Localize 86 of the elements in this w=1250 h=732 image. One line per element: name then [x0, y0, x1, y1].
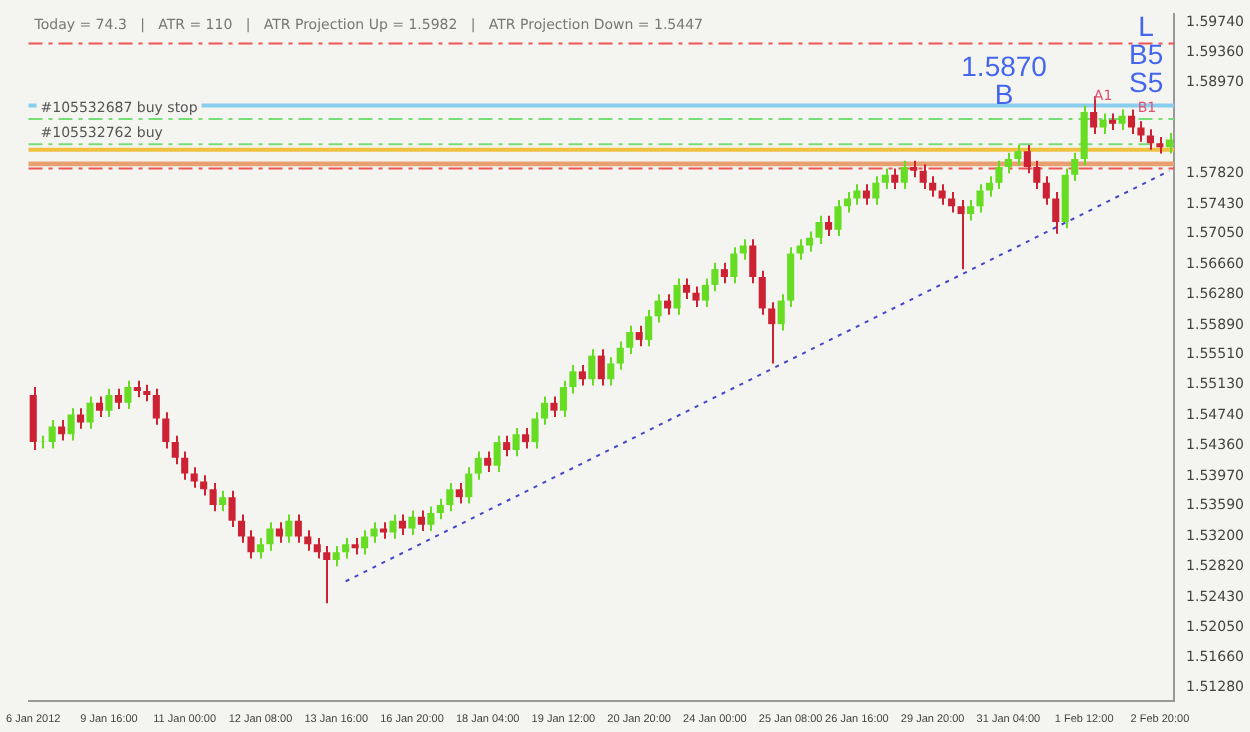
candlestick: [635, 324, 643, 348]
candlestick: [682, 277, 691, 301]
candlestick: [1042, 175, 1050, 206]
candlestick: [332, 544, 340, 568]
annotation: L: [1138, 10, 1155, 43]
candlestick: [427, 505, 435, 532]
candlestick: [1146, 128, 1154, 151]
candlestick: [361, 529, 369, 556]
candlestick: [323, 544, 331, 605]
candlestick: [48, 419, 56, 450]
candlestick: [474, 450, 482, 481]
candlestick: [124, 379, 132, 411]
candlestick: [806, 230, 814, 253]
candlestick: [285, 513, 293, 544]
candlestick: [597, 348, 605, 387]
candlestick: [484, 450, 492, 473]
candlestick: [730, 246, 738, 285]
candlestick: [522, 426, 530, 450]
candlestick: [105, 387, 113, 418]
candlestick: [758, 269, 766, 316]
candlestick: [256, 537, 265, 560]
candlestick: [29, 386, 37, 451]
candlestick: [95, 395, 104, 418]
candlestick: [645, 309, 653, 348]
candlestick: [446, 482, 454, 513]
candlestick: [58, 419, 66, 442]
candlestick: [673, 277, 681, 316]
annotation: S5: [1128, 66, 1164, 99]
candlestick: [976, 183, 984, 214]
candlestick: [398, 513, 407, 536]
candlestick: [228, 489, 236, 529]
candlestick: [512, 426, 520, 458]
candlestick: [1090, 95, 1098, 135]
candlestick: [493, 434, 501, 473]
candlestick: [86, 395, 94, 430]
candlestick: [843, 191, 852, 214]
candlestick: [578, 364, 586, 387]
candlestick: [304, 529, 312, 552]
candlestick: [503, 434, 511, 458]
candlestick: [824, 214, 833, 238]
candlestick: [616, 340, 624, 371]
annotation: 1.5870: [961, 50, 1048, 83]
candlestick: [209, 482, 217, 513]
candlestick: [588, 348, 596, 387]
candlestick: [834, 198, 842, 238]
candlestick: [1099, 112, 1107, 135]
candlestick: [1118, 108, 1126, 131]
candlestick: [720, 261, 728, 285]
candlestick: [749, 238, 757, 285]
candlestick: [1004, 151, 1012, 175]
candlestick: [219, 489, 227, 513]
candlestick: [948, 191, 956, 214]
candlestick: [1165, 132, 1173, 155]
candlestick: [200, 474, 208, 497]
candlestick: [342, 537, 350, 560]
candlestick: [417, 509, 425, 532]
candlestick: [465, 466, 473, 505]
candlestick: [900, 159, 908, 190]
candlestick: [1080, 104, 1088, 167]
candlestick: [152, 387, 160, 426]
candlestick: [891, 167, 899, 190]
candlestick: [626, 324, 634, 356]
candlestick: [389, 513, 397, 540]
candlestick: [266, 521, 274, 552]
candlestick: [815, 214, 823, 245]
candlestick: [967, 198, 975, 222]
candlestick: [607, 356, 615, 387]
candlestick: [995, 159, 1003, 190]
candlestick: [654, 293, 662, 324]
annotation: B5: [1128, 38, 1164, 71]
candlestick: [872, 175, 880, 206]
candlestick: [550, 395, 558, 418]
candlestick: [692, 285, 700, 308]
candlestick: [957, 198, 965, 271]
candlestick: [768, 301, 776, 365]
candlestick: [162, 411, 170, 450]
candlestick: [408, 509, 416, 536]
candlestick: [1052, 191, 1060, 235]
candlestick: [455, 482, 463, 505]
candlestick: [114, 387, 122, 411]
candlestick: [294, 513, 302, 544]
candlestick: [881, 167, 889, 190]
annotation: B: [994, 78, 1014, 111]
candlestick: [67, 407, 75, 442]
candlestick: [1014, 143, 1022, 167]
candlestick: [436, 497, 444, 521]
